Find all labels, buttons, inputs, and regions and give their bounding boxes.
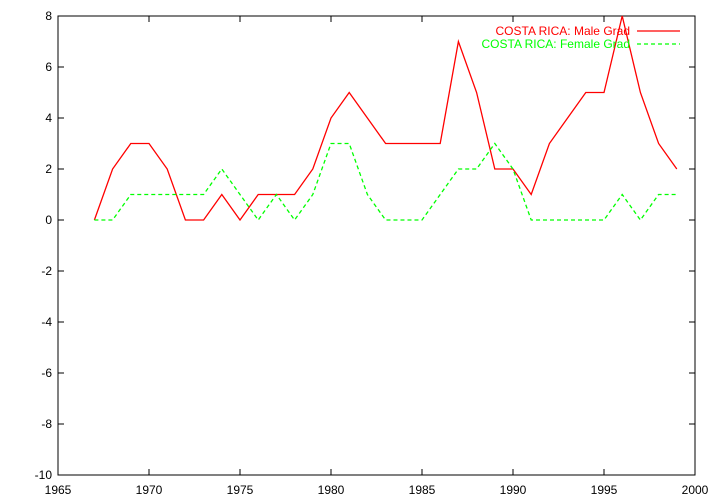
y-tick-label: 8 [45,9,52,23]
x-tick-label: 1985 [409,483,436,497]
series-line-1 [94,142,677,222]
y-tick-label: -4 [41,315,52,329]
legend-label-0: COSTA RICA: Male Grad [496,24,630,38]
plot-frame [57,15,696,476]
y-tick-label: 2 [45,162,52,176]
y-tick-label: 4 [45,111,52,125]
y-tick-label: -2 [41,264,52,278]
legend-label-1: COSTA RICA: Female Grad [482,37,630,51]
series-line-0 [93,15,678,222]
series-lines [93,15,678,222]
x-tick-label: 1970 [136,483,163,497]
y-tick-label: 6 [45,60,52,74]
y-tick-label: 0 [45,213,52,227]
y-tick-label: -6 [41,366,52,380]
x-tick-label: 2000 [682,483,709,497]
x-tick-label: 1965 [45,483,72,497]
axis-tick-labels: 1965 1970 1975 1980 1985 1990 1995 2000 -10 -8 -6 -… [35,9,709,497]
x-tick-label: 1990 [500,483,527,497]
y-tick-label: -8 [41,417,52,431]
x-tick-label: 1980 [318,483,345,497]
axis-ticks [57,15,696,476]
y-tick-label: -10 [35,468,53,482]
x-tick-label: 1975 [227,483,254,497]
x-tick-label: 1995 [591,483,618,497]
